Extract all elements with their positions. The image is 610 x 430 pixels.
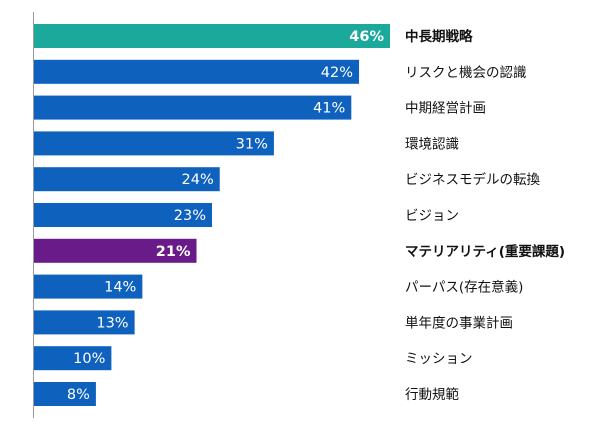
bar-9 bbox=[34, 310, 135, 335]
category-label: ビジョン bbox=[405, 208, 459, 224]
category-label: 行動規範 bbox=[405, 387, 459, 403]
bar-value-label: 41% bbox=[313, 101, 345, 117]
bar-11 bbox=[34, 382, 96, 406]
bar-value-label: 8% bbox=[67, 387, 90, 403]
bar-value-label: 10% bbox=[73, 351, 105, 367]
bar-value-label: 13% bbox=[96, 315, 128, 331]
bar-2 bbox=[34, 59, 360, 84]
bar-5 bbox=[34, 167, 220, 192]
bar-4 bbox=[34, 131, 274, 156]
bar-6 bbox=[34, 203, 212, 227]
category-label: 中長期戦略 bbox=[405, 28, 473, 45]
bar-3 bbox=[34, 95, 352, 120]
category-label: リスクと機会の認識 bbox=[405, 65, 527, 81]
bar-10 bbox=[34, 346, 112, 371]
category-label: 単年度の事業計画 bbox=[405, 315, 513, 331]
bar-value-label: 31% bbox=[236, 136, 268, 152]
bar-8 bbox=[34, 274, 143, 299]
bar-1 bbox=[34, 24, 390, 48]
bar-value-label: 14% bbox=[104, 280, 136, 296]
bar-7 bbox=[34, 238, 197, 263]
category-label: ミッション bbox=[405, 351, 473, 367]
category-label: パーパス(存在意義) bbox=[405, 279, 523, 296]
category-label: 中期経営計画 bbox=[405, 101, 486, 117]
bar-value-label: 42% bbox=[321, 65, 353, 81]
bar-value-label: 21% bbox=[156, 244, 191, 260]
category-label: マテリアリティ(重要課題) bbox=[405, 243, 565, 260]
bar-value-label: 24% bbox=[182, 172, 214, 188]
category-label: ビジネスモデルの転換 bbox=[405, 171, 540, 188]
category-label: 環境認識 bbox=[405, 136, 459, 152]
bar-value-label: 46% bbox=[349, 29, 384, 45]
bar-value-label: 23% bbox=[174, 208, 206, 224]
bars-group: 46% 中長期戦略 42% リスクと機会の認識 41% 中期経営計画 31% 環境認識 24% ビ… bbox=[34, 24, 565, 406]
